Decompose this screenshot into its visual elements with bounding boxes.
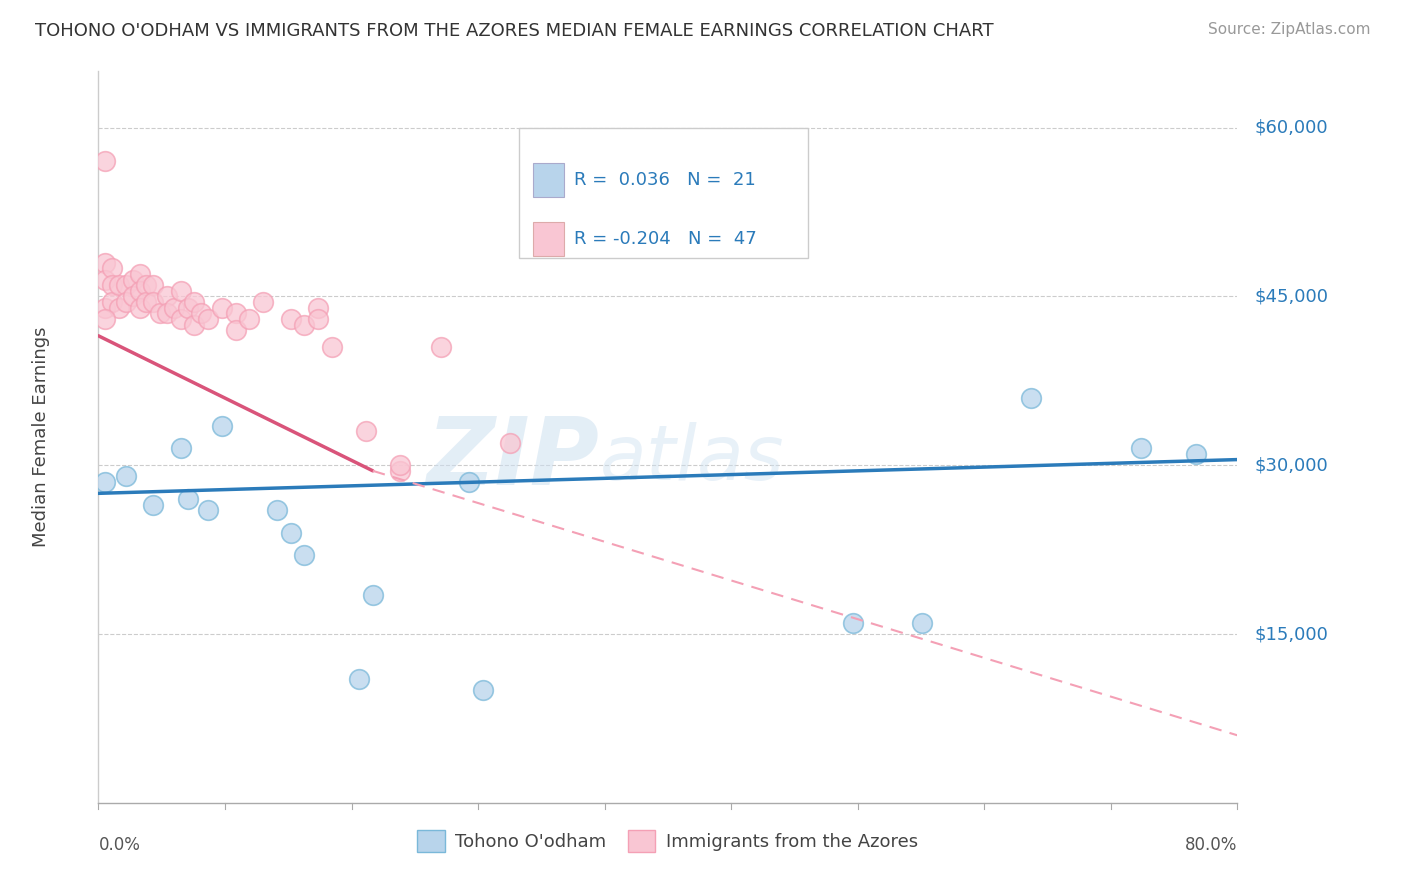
Point xyxy=(128,267,150,281)
Text: $45,000: $45,000 xyxy=(1254,287,1329,305)
Point xyxy=(115,469,138,483)
Point xyxy=(280,312,302,326)
Point xyxy=(156,306,179,320)
Point xyxy=(94,312,117,326)
Point xyxy=(457,475,479,489)
Point xyxy=(128,284,150,298)
Point xyxy=(135,295,157,310)
Point xyxy=(170,284,193,298)
Point xyxy=(183,295,205,310)
Point xyxy=(142,498,165,512)
Text: atlas: atlas xyxy=(599,422,785,496)
Point xyxy=(142,295,165,310)
Point xyxy=(292,548,315,562)
Point xyxy=(321,340,343,354)
Point xyxy=(94,475,117,489)
Point xyxy=(135,278,157,293)
Point xyxy=(211,301,233,315)
Legend: Tohono O'odham, Immigrants from the Azores: Tohono O'odham, Immigrants from the Azor… xyxy=(411,823,925,860)
Point xyxy=(911,615,934,630)
Point xyxy=(225,306,247,320)
Point xyxy=(108,278,131,293)
Text: Source: ZipAtlas.com: Source: ZipAtlas.com xyxy=(1208,22,1371,37)
Point xyxy=(307,312,329,326)
Point xyxy=(101,278,124,293)
Text: R = -0.204   N =  47: R = -0.204 N = 47 xyxy=(574,229,756,248)
Point xyxy=(347,672,370,686)
Point xyxy=(190,306,212,320)
Text: $60,000: $60,000 xyxy=(1254,119,1329,136)
Point xyxy=(361,588,384,602)
Point xyxy=(101,261,124,276)
Point xyxy=(292,318,315,332)
Point xyxy=(389,464,412,478)
Point xyxy=(252,295,274,310)
Point xyxy=(94,272,117,286)
Text: 80.0%: 80.0% xyxy=(1185,836,1237,854)
Point xyxy=(1185,447,1208,461)
Point xyxy=(389,458,412,473)
Point xyxy=(471,683,494,698)
Point xyxy=(170,312,193,326)
Point xyxy=(430,340,453,354)
Point xyxy=(1021,391,1043,405)
Point xyxy=(266,503,288,517)
Point xyxy=(170,442,193,456)
Point xyxy=(101,295,124,310)
Point xyxy=(211,418,233,433)
Point xyxy=(354,425,377,439)
Point xyxy=(307,301,329,315)
Point xyxy=(115,295,138,310)
Point xyxy=(115,278,138,293)
Point xyxy=(1130,442,1153,456)
Point xyxy=(108,301,131,315)
Text: Median Female Earnings: Median Female Earnings xyxy=(32,326,51,548)
Point xyxy=(499,435,522,450)
Point xyxy=(94,301,117,315)
Point xyxy=(238,312,260,326)
Point xyxy=(128,301,150,315)
Point xyxy=(94,154,117,169)
Point xyxy=(163,301,186,315)
Point xyxy=(142,278,165,293)
Text: $15,000: $15,000 xyxy=(1254,625,1329,643)
Point xyxy=(94,255,117,269)
Point xyxy=(176,491,198,506)
Point xyxy=(149,306,172,320)
Point xyxy=(280,525,302,540)
Point xyxy=(842,615,865,630)
Text: R =  0.036   N =  21: R = 0.036 N = 21 xyxy=(574,171,755,189)
Point xyxy=(156,289,179,303)
Text: 0.0%: 0.0% xyxy=(98,836,141,854)
Text: $30,000: $30,000 xyxy=(1254,456,1329,475)
Text: TOHONO O'ODHAM VS IMMIGRANTS FROM THE AZORES MEDIAN FEMALE EARNINGS CORRELATION : TOHONO O'ODHAM VS IMMIGRANTS FROM THE AZ… xyxy=(35,22,994,40)
Point xyxy=(176,301,198,315)
Text: ZIP: ZIP xyxy=(426,413,599,505)
Point xyxy=(121,289,143,303)
Point xyxy=(197,312,219,326)
Point xyxy=(183,318,205,332)
Point xyxy=(225,323,247,337)
Point xyxy=(121,272,143,286)
Point xyxy=(197,503,219,517)
